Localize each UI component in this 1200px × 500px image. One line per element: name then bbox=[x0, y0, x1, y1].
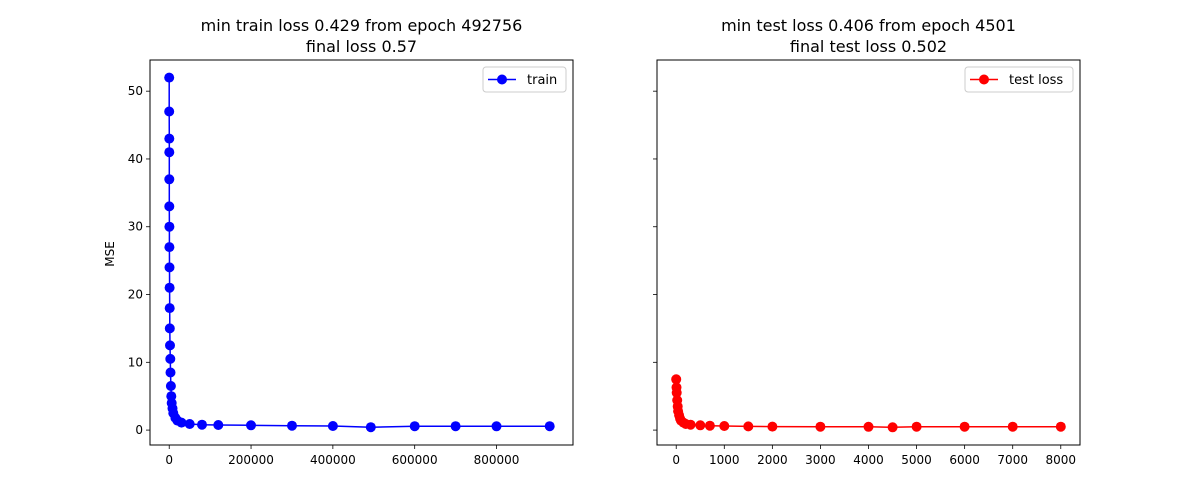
x-tick-label: 6000 bbox=[949, 453, 980, 467]
data-point bbox=[197, 419, 207, 430]
data-point bbox=[409, 421, 420, 432]
legend-marker-train bbox=[497, 74, 507, 85]
data-point bbox=[1007, 421, 1018, 432]
legend-box bbox=[482, 66, 567, 93]
plot-frame bbox=[149, 59, 574, 446]
data-point bbox=[704, 420, 715, 431]
data-point bbox=[887, 422, 898, 433]
data-point bbox=[213, 420, 224, 430]
legend-box bbox=[964, 66, 1074, 93]
x-tick-label: 3000 bbox=[805, 453, 836, 467]
legend-label-test-loss: test loss bbox=[1009, 73, 1063, 88]
plot-frame bbox=[656, 59, 1081, 446]
chart-title: min train loss 0.429 from epoch 492756 bbox=[201, 16, 523, 35]
data-point bbox=[164, 303, 175, 314]
y-tick-label: 0 bbox=[135, 423, 143, 437]
y-ticks bbox=[653, 90, 657, 431]
train-loss-panel: min train loss 0.429 from epoch 492756 f… bbox=[103, 16, 574, 467]
x-tick-label: 600000 bbox=[392, 453, 438, 467]
data-point bbox=[365, 422, 376, 433]
data-point bbox=[719, 421, 730, 431]
data-point bbox=[165, 367, 176, 378]
data-point bbox=[176, 417, 187, 428]
data-point bbox=[164, 323, 175, 334]
data-point bbox=[327, 421, 338, 431]
x-tick-label: 0 bbox=[165, 453, 173, 467]
series-marks bbox=[164, 72, 555, 433]
data-point bbox=[671, 387, 682, 398]
x-tick-label: 7000 bbox=[997, 453, 1028, 467]
data-point bbox=[685, 419, 696, 430]
x-tick-label: 5000 bbox=[901, 453, 932, 467]
data-point bbox=[165, 381, 176, 391]
data-point bbox=[544, 421, 555, 432]
legend: train bbox=[482, 66, 567, 93]
y-tick-label: 50 bbox=[128, 84, 143, 98]
y-ticks: 0 10 20 30 40 50 bbox=[128, 84, 150, 437]
data-point bbox=[695, 420, 706, 431]
data-point bbox=[164, 201, 175, 212]
x-tick-label: 4000 bbox=[853, 453, 884, 467]
data-point bbox=[491, 421, 502, 432]
data-point bbox=[815, 421, 826, 432]
x-tick-label: 2000 bbox=[757, 453, 788, 467]
data-point bbox=[287, 420, 297, 431]
y-tick-label: 10 bbox=[128, 355, 143, 369]
data-point bbox=[863, 421, 874, 432]
data-point bbox=[164, 174, 175, 185]
chart-subtitle: final loss 0.57 bbox=[306, 37, 417, 56]
series-marks bbox=[671, 374, 1066, 433]
data-point bbox=[911, 421, 922, 432]
x-tick-label: 8000 bbox=[1045, 453, 1076, 467]
data-point bbox=[164, 72, 175, 83]
data-point bbox=[450, 421, 461, 432]
data-point bbox=[959, 421, 970, 432]
legend: test loss bbox=[964, 66, 1074, 93]
data-point bbox=[165, 353, 176, 364]
data-point bbox=[165, 340, 175, 351]
data-point bbox=[246, 420, 256, 431]
y-tick-label: 40 bbox=[128, 152, 143, 166]
data-point bbox=[164, 262, 175, 273]
y-tick-label: 30 bbox=[128, 220, 143, 234]
x-tick-label: 400000 bbox=[310, 453, 356, 467]
y-axis-label: MSE bbox=[103, 241, 117, 267]
data-point bbox=[184, 419, 195, 429]
data-point bbox=[164, 221, 175, 232]
y-tick-label: 20 bbox=[128, 288, 143, 302]
data-point bbox=[1055, 421, 1066, 432]
chart-subtitle: final test loss 0.502 bbox=[790, 37, 947, 56]
legend-marker-test-loss bbox=[979, 74, 989, 85]
x-ticks: 0 1000 2000 3000 4000 5000 6000 7000 8000 bbox=[672, 445, 1076, 467]
test-loss-panel: min test loss 0.406 from epoch 4501 fina… bbox=[653, 16, 1081, 467]
legend-label-train: train bbox=[527, 73, 557, 88]
chart-title: min test loss 0.406 from epoch 4501 bbox=[721, 16, 1016, 35]
data-point bbox=[743, 421, 754, 432]
data-point bbox=[164, 242, 175, 253]
data-point bbox=[671, 374, 682, 385]
x-ticks: 0 200000 400000 600000 800000 bbox=[165, 445, 519, 467]
x-tick-label: 200000 bbox=[228, 453, 274, 467]
data-point bbox=[164, 133, 175, 144]
data-point bbox=[164, 282, 175, 293]
data-point bbox=[164, 106, 175, 117]
x-tick-label: 1000 bbox=[709, 453, 740, 467]
x-tick-label: 0 bbox=[672, 453, 680, 467]
data-point bbox=[164, 147, 175, 158]
data-point bbox=[767, 421, 778, 432]
x-tick-label: 800000 bbox=[474, 453, 520, 467]
